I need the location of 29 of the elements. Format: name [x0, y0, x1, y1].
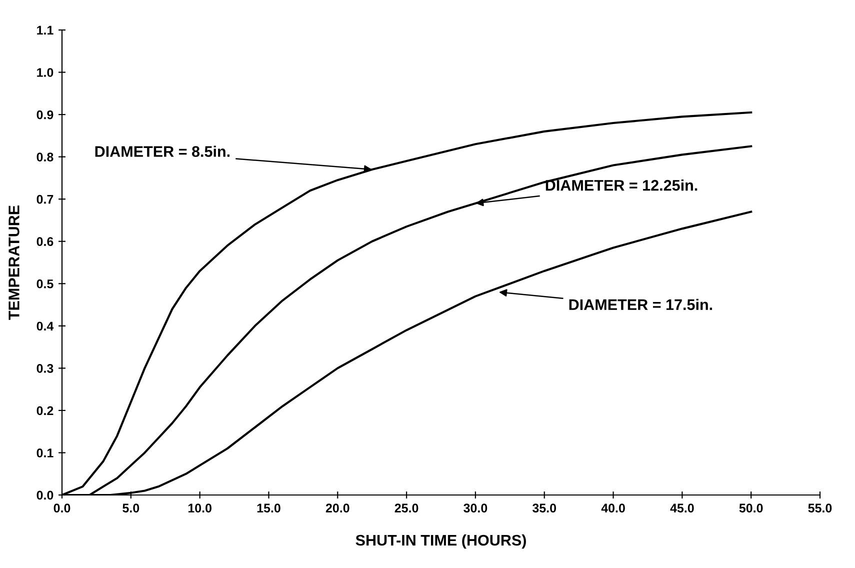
- y-axis-title: TEMPERATURE: [8, 206, 20, 320]
- y-tick-label: 0.7: [36, 194, 54, 204]
- x-tick-label: 15.0: [257, 504, 280, 513]
- x-tick-label: 20.0: [326, 504, 350, 513]
- y-tick-label: 0.0: [36, 490, 54, 500]
- y-tick-label: 0.8: [36, 152, 54, 162]
- x-tick-label: 5.0: [122, 504, 140, 513]
- x-tick-label: 45.0: [670, 504, 694, 513]
- y-tick-label: 0.2: [36, 406, 54, 416]
- x-tick-label: 40.0: [601, 504, 625, 513]
- x-tick-label: 10.0: [188, 504, 212, 513]
- y-tick-label: 0.3: [36, 364, 54, 373]
- y-tick-label: 0.9: [36, 110, 54, 120]
- annotation: DIAMETER = 12.25in.: [546, 180, 698, 191]
- x-tick-label: 0.0: [54, 504, 70, 513]
- annotation: DIAMETER = 8.5in.: [95, 146, 230, 157]
- y-tick-label: 0.4: [36, 322, 54, 331]
- y-tick-label: 0.5: [36, 279, 54, 288]
- x-tick-label: 55.0: [808, 504, 832, 513]
- y-tick-label: 1.1: [37, 26, 54, 35]
- y-tick-label: 1.0: [37, 68, 54, 77]
- annotation: DIAMETER = 17.5in.: [569, 298, 712, 310]
- x-tick-label: 30.0: [464, 504, 488, 513]
- x-tick-label: 50.0: [739, 504, 763, 513]
- x-axis-title: SHUT-IN TIME (HOURS): [356, 534, 526, 549]
- y-tick-label: 0.1: [36, 448, 54, 458]
- x-tick-label: 25.0: [394, 504, 418, 513]
- y-tick-label: 0.6: [36, 237, 54, 246]
- x-tick-label: 35.0: [532, 504, 556, 513]
